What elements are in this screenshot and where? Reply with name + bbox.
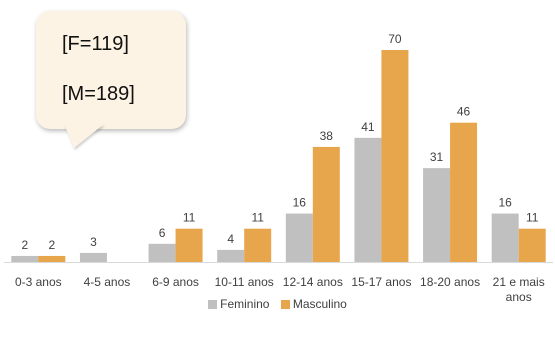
- data-label-masculino-6: 70: [388, 32, 402, 46]
- bar-feminino-6: [354, 137, 382, 262]
- annotation-male-count: [M=189]: [62, 83, 135, 105]
- legend-label-masculino: Masculino: [292, 297, 347, 311]
- data-label-feminino-6: 41: [361, 120, 375, 134]
- x-tick-label-7: 18-20 anos: [420, 275, 480, 289]
- data-label-masculino-8: 11: [526, 211, 539, 225]
- bar-feminino-3: [148, 243, 176, 262]
- bar-masculino-3: [175, 228, 203, 262]
- legend-swatch-feminino: [208, 300, 218, 309]
- x-tick-label-6: 15-17 anos: [351, 275, 411, 289]
- bar-feminino-5: [285, 213, 313, 262]
- legend-item-feminino: Feminino: [208, 297, 269, 311]
- bar-masculino-8: [518, 228, 546, 262]
- bar-feminino-2: [79, 252, 107, 262]
- bar-feminino-7: [423, 168, 451, 262]
- bar-masculino-6: [381, 50, 409, 262]
- annotation-callout: [F=119] [M=189]: [36, 11, 186, 129]
- data-label-feminino-3: 6: [159, 226, 166, 240]
- bar-masculino-5: [312, 146, 340, 262]
- x-tick-label-1: 0-3 anos: [15, 275, 62, 289]
- bar-masculino-1: [38, 255, 66, 262]
- data-label-masculino-3: 11: [183, 211, 196, 225]
- annotation-female-count: [F=119]: [62, 33, 129, 55]
- x-tick-label-5: 12-14 anos: [283, 275, 343, 289]
- x-tick-label-8: 21 e mais anos: [493, 275, 545, 304]
- bar-feminino-4: [217, 249, 245, 262]
- data-label-masculino-4: 11: [251, 211, 264, 225]
- data-label-masculino-5: 38: [320, 129, 334, 143]
- data-label-masculino-7: 46: [457, 105, 471, 119]
- bar-masculino-7: [450, 122, 478, 262]
- x-tick-label-2: 4-5 anos: [84, 275, 131, 289]
- data-label-feminino-2: 3: [90, 235, 97, 249]
- data-label-feminino-5: 16: [293, 196, 307, 210]
- legend-swatch-masculino: [280, 300, 290, 309]
- legend-label-feminino: Feminino: [220, 297, 270, 311]
- bar-feminino-8: [491, 213, 519, 262]
- bar-feminino-1: [11, 255, 39, 262]
- x-tick-label-4: 10-11 anos: [215, 275, 274, 289]
- x-tick-label-3: 6-9 anos: [152, 275, 199, 289]
- data-label-feminino-1: 2: [21, 238, 28, 252]
- bar-masculino-4: [244, 228, 272, 262]
- legend-item-masculino: Masculino: [280, 297, 347, 311]
- data-label-feminino-8: 16: [499, 196, 513, 210]
- annotation-callout-tail: [64, 124, 104, 148]
- data-label-feminino-4: 4: [227, 232, 234, 246]
- data-label-masculino-1: 2: [48, 238, 55, 252]
- legend: Feminino Masculino: [0, 297, 555, 311]
- data-label-feminino-7: 31: [430, 150, 444, 164]
